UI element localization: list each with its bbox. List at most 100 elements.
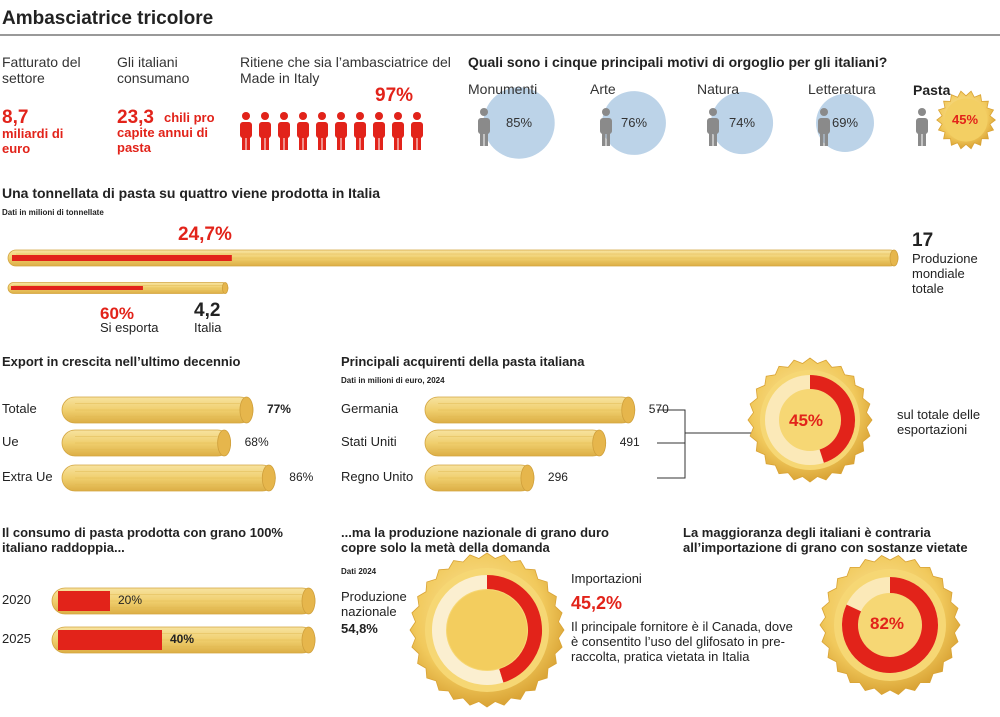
person-icon bbox=[600, 108, 612, 146]
person-icon bbox=[916, 108, 928, 146]
person-leg bbox=[299, 136, 303, 150]
bracket bbox=[657, 409, 760, 479]
pride-value: 69% bbox=[832, 115, 859, 130]
person-head bbox=[480, 108, 488, 116]
person-head bbox=[918, 108, 926, 116]
person-leg bbox=[375, 136, 379, 150]
person-icon bbox=[818, 108, 830, 146]
person-body bbox=[392, 122, 404, 138]
section-title: La maggioranza degli italiani è contrari… bbox=[683, 525, 968, 555]
note: Il principale fornitore è il Canada, dov… bbox=[571, 619, 793, 664]
domestic-label: Produzione nazionale bbox=[341, 589, 407, 619]
row-name: Ue bbox=[2, 434, 19, 449]
person-body bbox=[335, 122, 347, 138]
person-body bbox=[240, 122, 252, 138]
stat-label: Fatturato del settore bbox=[2, 54, 81, 87]
person-icon bbox=[316, 112, 328, 150]
section-subtitle: Dati in milioni di euro, 2024 bbox=[341, 376, 445, 385]
opposition-value: 82% bbox=[870, 614, 905, 633]
person-body bbox=[373, 122, 385, 138]
world-label: Produzione mondiale totale bbox=[912, 251, 978, 296]
section-title: Una tonnellata di pasta su quattro viene… bbox=[2, 185, 381, 201]
person-head bbox=[299, 112, 307, 120]
person-body bbox=[316, 122, 328, 138]
medallion-core bbox=[447, 590, 527, 670]
people-share bbox=[240, 112, 423, 150]
person-head bbox=[356, 112, 364, 120]
row-value: 77% bbox=[266, 402, 291, 416]
row-value: 86% bbox=[289, 470, 314, 484]
pride-value: 76% bbox=[621, 115, 648, 130]
person-head bbox=[280, 112, 288, 120]
person-leg bbox=[341, 136, 345, 150]
world-value: 17 bbox=[912, 230, 934, 251]
row-name: 2025 bbox=[2, 631, 31, 646]
person-leg bbox=[360, 136, 364, 150]
person-body bbox=[707, 118, 719, 134]
section-title: Export in crescita nell’ultimo decennio bbox=[2, 354, 241, 369]
person-leg bbox=[356, 136, 360, 150]
person-leg bbox=[284, 136, 288, 150]
person-leg bbox=[484, 132, 488, 146]
person-body bbox=[354, 122, 366, 138]
pasta-end bbox=[301, 626, 316, 654]
person-leg bbox=[417, 136, 421, 150]
person-icon bbox=[354, 112, 366, 150]
person-leg bbox=[394, 136, 398, 150]
pasta-end bbox=[520, 464, 535, 492]
person-leg bbox=[606, 132, 610, 146]
person-leg bbox=[413, 136, 417, 150]
row-name: 2020 bbox=[2, 592, 31, 607]
person-head bbox=[261, 112, 269, 120]
pride-medallion bbox=[944, 98, 988, 142]
person-body bbox=[259, 122, 271, 138]
person-body bbox=[600, 118, 612, 134]
row-value: 491 bbox=[619, 435, 640, 449]
imports-value: 45,2% bbox=[571, 593, 623, 613]
share-label: sul totale delle esportazioni bbox=[897, 407, 981, 437]
italy-share-bar bbox=[12, 255, 232, 261]
row-value: 570 bbox=[648, 402, 669, 416]
person-head bbox=[337, 112, 345, 120]
pasta-end bbox=[239, 396, 254, 424]
person-leg bbox=[918, 132, 922, 146]
person-leg bbox=[265, 136, 269, 150]
section-title: Il consumo di pasta prodotta con grano 1… bbox=[2, 525, 283, 555]
row-value: 40% bbox=[170, 632, 195, 646]
person-leg bbox=[242, 136, 246, 150]
pride-circle bbox=[602, 91, 666, 155]
row-value: 20% bbox=[118, 593, 143, 607]
pasta-end bbox=[592, 429, 607, 457]
person-leg bbox=[261, 136, 265, 150]
person-icon bbox=[259, 112, 271, 150]
row-name: Germania bbox=[341, 401, 399, 416]
person-head bbox=[413, 112, 421, 120]
italy-label: Italia bbox=[194, 320, 222, 335]
stat-value: 23,3 bbox=[117, 107, 154, 128]
row-name: Totale bbox=[2, 401, 37, 416]
person-leg bbox=[602, 132, 606, 146]
pasta-end bbox=[889, 249, 899, 267]
person-icon bbox=[392, 112, 404, 150]
pride-value: 74% bbox=[729, 115, 756, 130]
pride-value: 45% bbox=[952, 112, 979, 127]
person-head bbox=[242, 112, 250, 120]
person-body bbox=[297, 122, 309, 138]
person-icon bbox=[707, 108, 719, 146]
section-subtitle: Dati in milioni di tonnellate bbox=[2, 208, 104, 217]
stat-label: Ritiene che sia l’ambasciatrice del Made… bbox=[240, 54, 451, 87]
pasta-end bbox=[261, 464, 276, 492]
stat-unit: chili pro capite annui di pasta bbox=[117, 110, 215, 155]
pasta-end bbox=[221, 282, 229, 294]
pride-circle bbox=[483, 87, 555, 159]
person-leg bbox=[322, 136, 326, 150]
person-icon bbox=[278, 112, 290, 150]
row-value: 68% bbox=[244, 435, 269, 449]
person-leg bbox=[480, 132, 484, 146]
row-name: Regno Unito bbox=[341, 469, 414, 484]
person-icon bbox=[297, 112, 309, 150]
imports-arc bbox=[486, 575, 542, 683]
pride-name: Natura bbox=[697, 81, 740, 97]
person-head bbox=[820, 108, 828, 116]
person-body bbox=[411, 122, 423, 138]
